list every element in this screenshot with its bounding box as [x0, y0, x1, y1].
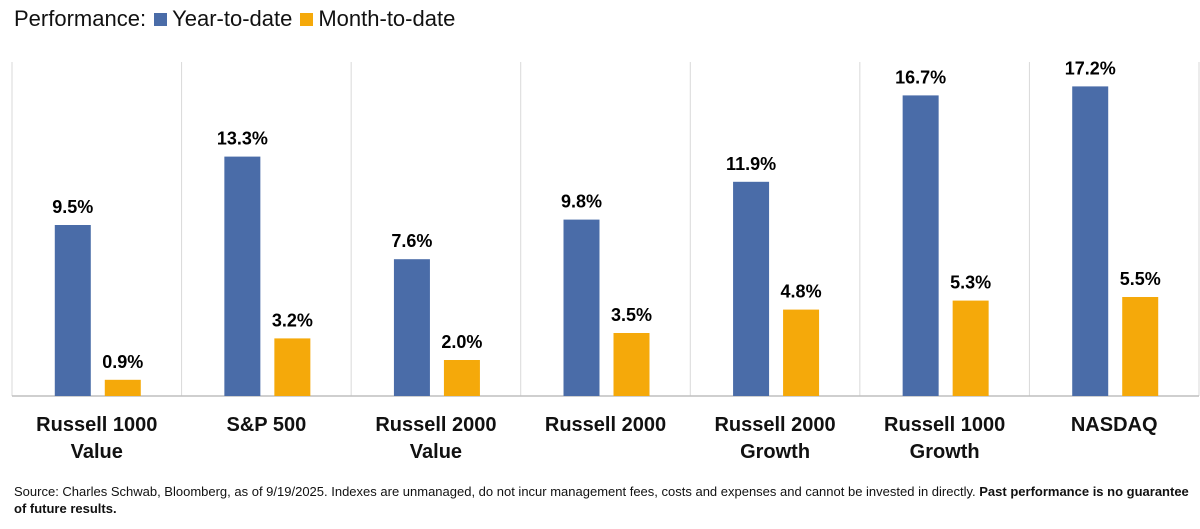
x-tick-label: Russell 2000 Growth [714, 414, 836, 463]
value-label: 9.8% [561, 192, 602, 212]
legend: Performance: Year-to-date Month-to-date [14, 6, 455, 32]
value-label: 7.6% [391, 231, 432, 251]
chart-title: Performance: [14, 6, 147, 31]
value-label: 11.9% [726, 154, 776, 174]
value-label: 9.5% [52, 197, 93, 217]
bar [952, 300, 989, 396]
value-label: 5.5% [1120, 269, 1161, 289]
legend-swatch [300, 12, 314, 26]
value-label: 17.2% [1065, 58, 1116, 78]
x-tick-label: Russell 1000 Growth [884, 414, 1006, 463]
bar [224, 156, 261, 396]
bar [393, 259, 430, 396]
legend-swatch [154, 12, 168, 26]
x-tick-label: Russell 2000 [544, 414, 667, 436]
bar [274, 338, 311, 396]
footnote: Source: Charles Schwab, Bloomberg, as of… [14, 483, 1194, 517]
x-tick-label: Russell 2000 Value [375, 414, 497, 463]
legend-label: Month-to-date [318, 6, 456, 31]
bar [902, 95, 939, 397]
bar [104, 379, 141, 396]
value-label: 4.8% [781, 282, 822, 302]
bar [1122, 297, 1159, 396]
value-label: 3.5% [611, 305, 652, 325]
x-tick-label: NASDAQ [1070, 414, 1158, 436]
value-label: 16.7% [895, 67, 946, 87]
bar [563, 219, 600, 396]
x-tick-label: Russell 1000 Value [36, 414, 158, 463]
x-tick-label: S&P 500 [226, 414, 307, 436]
bar [54, 225, 91, 396]
bar [613, 333, 650, 396]
legend-label: Year-to-date [172, 6, 293, 31]
bar [1072, 86, 1109, 397]
value-label: 3.2% [272, 310, 313, 330]
source: Source: Charles Schwab, Bloomberg, as of… [14, 484, 976, 499]
value-label: 0.9% [102, 352, 143, 372]
value-label: 13.3% [217, 129, 268, 149]
disclaimer: Past performance is no guarantee of futu… [14, 484, 1189, 516]
value-label: 2.0% [441, 332, 482, 352]
value-label: 5.3% [950, 273, 991, 293]
bar [783, 309, 820, 396]
bar [443, 360, 480, 396]
bar [733, 181, 770, 396]
